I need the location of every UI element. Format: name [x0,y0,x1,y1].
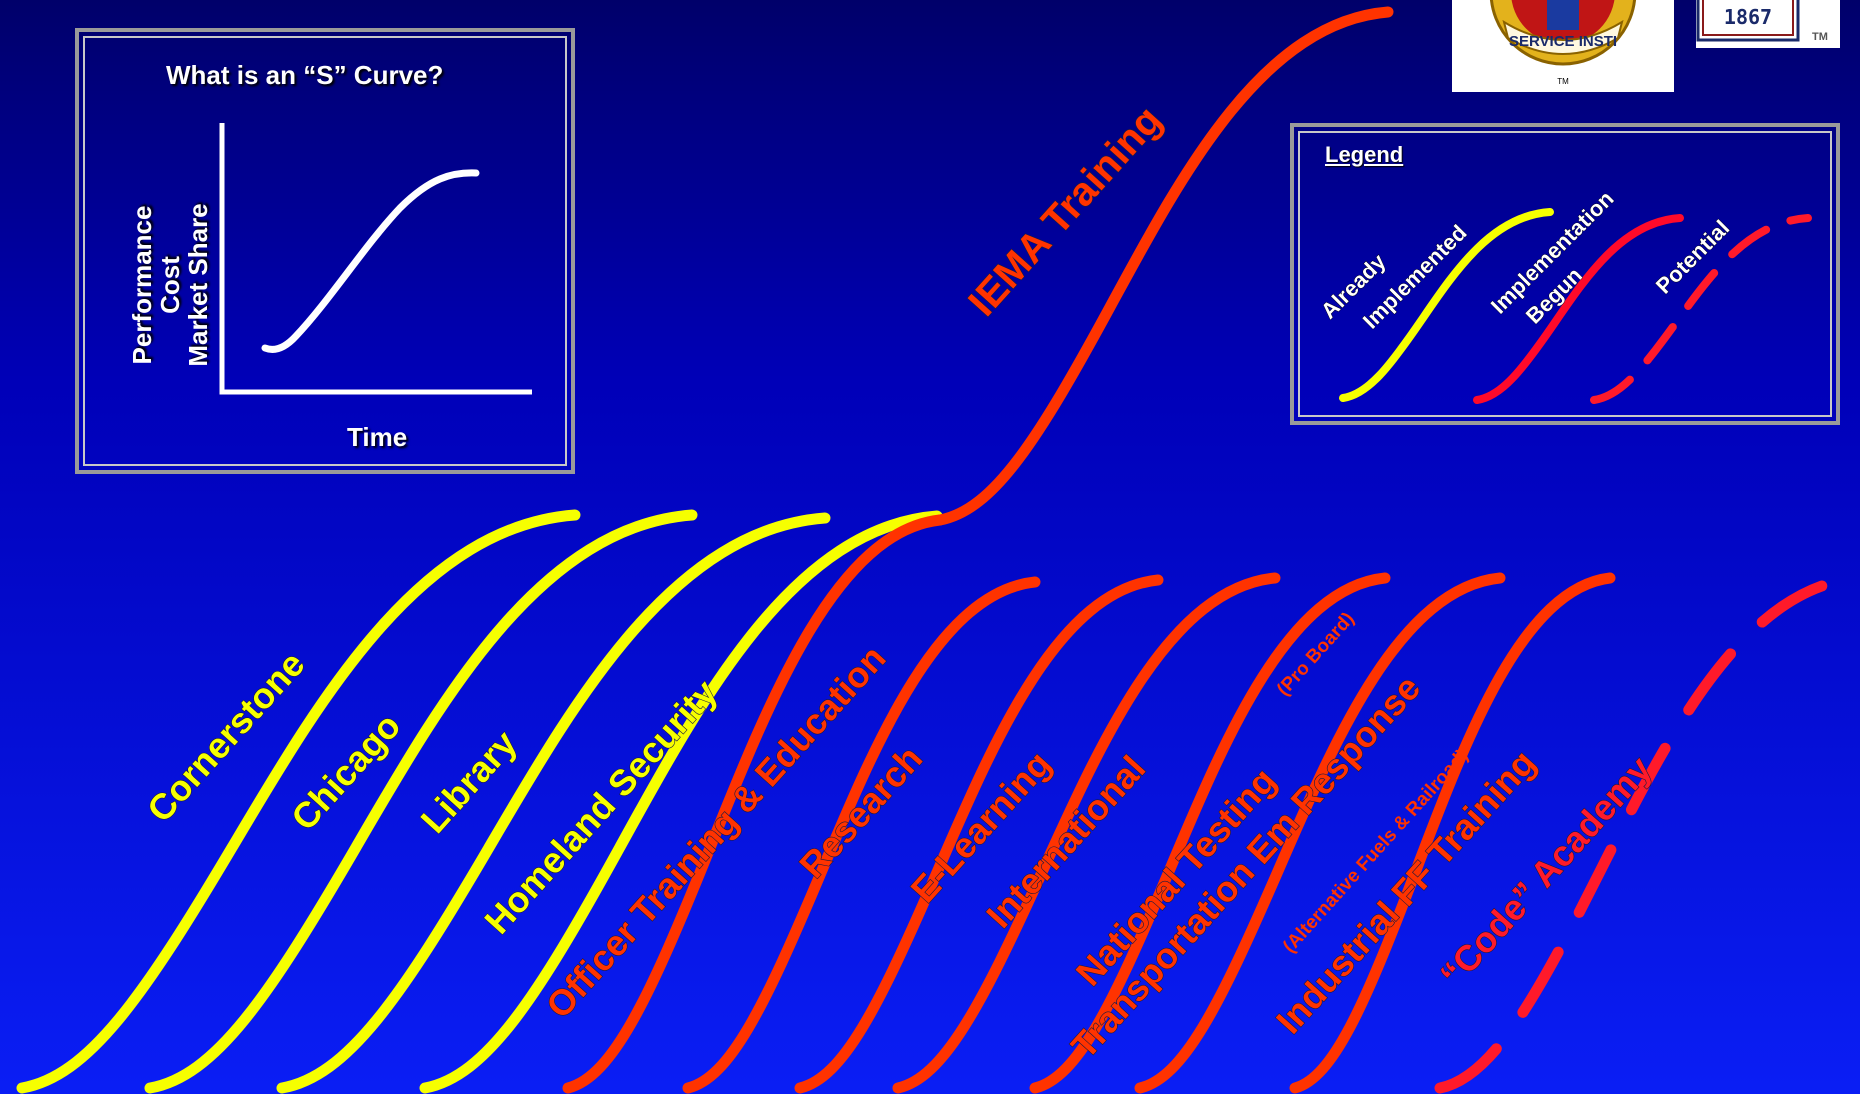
curve-industrial-ff-training [1289,572,1616,1094]
year-1867-logo: 1867 TM [1696,0,1840,48]
curve-library [276,512,831,1094]
legend-curve-already [1339,208,1554,402]
s-curve-explainer-box [75,28,575,474]
curve-sublabel-national-testing: (Pro Board) [1273,608,1359,700]
seal-tm: TM [1557,77,1569,86]
curve-label-cornerstone: Cornerstone [139,643,313,829]
inset-title: What is an “S” Curve? [166,60,444,90]
curve-e-learning [794,574,1164,1094]
logo-year: 1867 [1724,5,1772,29]
curve-transportation-em-response [1134,572,1506,1094]
curve-national-testing [1029,572,1391,1094]
curve-research [682,576,1041,1094]
curve-code-academy [1434,572,1860,1094]
legend-title: Legend [1325,142,1404,167]
curve-iema-training [934,6,1394,526]
curve-label-research: Research [791,738,930,886]
curve-label-code-academy: “Code” Academy [1432,748,1660,994]
inset-curve-layer [219,123,532,395]
ylabel-line-3: Market Share [183,203,213,367]
legend-curve-begun [1473,214,1684,404]
legend-box [1290,123,1840,425]
inset-axes [219,123,532,395]
ylabel-line-2: Cost [155,256,185,314]
inset-x-axis-label: Time [347,422,408,452]
ylabel-line-1: Performance [127,205,157,365]
curve-cornerstone [16,509,581,1094]
curves-layer [16,6,1860,1094]
inset-y-axis-label: Performance Cost Market Share [127,170,214,400]
curve-officer-training-education [562,514,946,1094]
curve-homeland-security [419,510,943,1094]
curve-label-iema-training: IEMA Training [960,98,1170,325]
fire-service-institute-seal-logo: SERVICE INSTI TM [1452,0,1674,92]
inset-s-curve [261,169,480,353]
legend-curve-potential [1590,214,1812,404]
curve-chicago [144,509,698,1094]
logo-tm: TM [1812,31,1828,43]
curve-international [892,572,1281,1094]
seal-text: SERVICE INSTI [1509,33,1617,50]
